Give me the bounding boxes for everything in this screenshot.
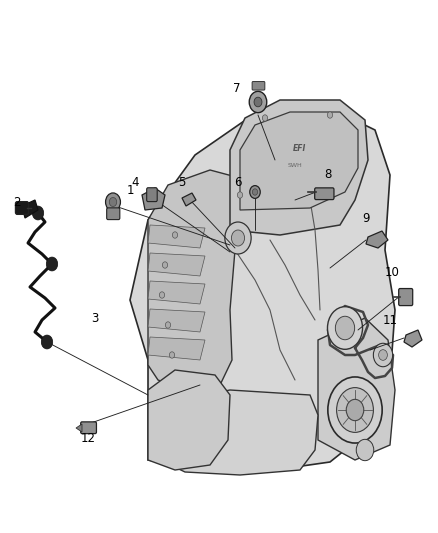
Circle shape (41, 335, 53, 349)
Text: 3: 3 (91, 311, 99, 325)
Circle shape (249, 91, 267, 112)
Polygon shape (130, 108, 395, 472)
Text: EFI: EFI (293, 143, 307, 152)
Text: 4: 4 (131, 176, 139, 190)
Text: SWH: SWH (288, 163, 302, 167)
Text: 1: 1 (126, 183, 134, 197)
Circle shape (327, 112, 332, 118)
Text: 2: 2 (13, 196, 21, 208)
Text: 7: 7 (233, 82, 241, 94)
Circle shape (373, 343, 392, 367)
Polygon shape (366, 231, 388, 248)
Circle shape (173, 232, 178, 238)
FancyBboxPatch shape (107, 208, 120, 220)
Circle shape (106, 193, 120, 211)
Text: 6: 6 (234, 176, 242, 190)
Circle shape (225, 222, 251, 254)
Polygon shape (76, 424, 82, 432)
Polygon shape (148, 281, 205, 304)
Circle shape (378, 350, 387, 360)
Text: 12: 12 (81, 432, 95, 445)
Circle shape (346, 399, 364, 421)
Circle shape (262, 115, 268, 121)
Circle shape (237, 192, 243, 198)
Polygon shape (148, 337, 205, 360)
Polygon shape (148, 170, 245, 390)
Circle shape (328, 377, 382, 443)
FancyBboxPatch shape (314, 188, 334, 199)
Polygon shape (22, 200, 38, 218)
FancyBboxPatch shape (15, 201, 28, 214)
FancyBboxPatch shape (399, 288, 413, 305)
Text: 10: 10 (385, 265, 399, 279)
Circle shape (252, 189, 258, 195)
Circle shape (166, 322, 171, 328)
Circle shape (231, 230, 244, 246)
Polygon shape (148, 253, 205, 276)
Circle shape (162, 262, 168, 268)
FancyBboxPatch shape (81, 422, 96, 434)
Polygon shape (142, 188, 165, 210)
Polygon shape (318, 318, 395, 460)
Polygon shape (160, 390, 318, 475)
Circle shape (109, 197, 117, 206)
Polygon shape (230, 100, 368, 235)
Circle shape (337, 387, 374, 432)
Circle shape (250, 185, 260, 198)
Circle shape (356, 439, 374, 461)
Circle shape (336, 316, 355, 340)
Text: 11: 11 (382, 313, 398, 327)
Polygon shape (182, 193, 196, 206)
Circle shape (32, 206, 44, 220)
Circle shape (328, 306, 363, 349)
Polygon shape (148, 225, 205, 248)
Polygon shape (240, 112, 358, 210)
Polygon shape (148, 309, 205, 332)
Polygon shape (404, 330, 422, 347)
Text: 5: 5 (178, 175, 186, 189)
FancyBboxPatch shape (147, 188, 157, 201)
Circle shape (170, 352, 175, 358)
Text: 8: 8 (324, 168, 332, 182)
Text: 9: 9 (362, 212, 370, 224)
FancyBboxPatch shape (252, 82, 265, 90)
Polygon shape (148, 370, 230, 470)
Circle shape (254, 97, 262, 107)
Circle shape (159, 292, 165, 298)
Circle shape (46, 257, 58, 271)
